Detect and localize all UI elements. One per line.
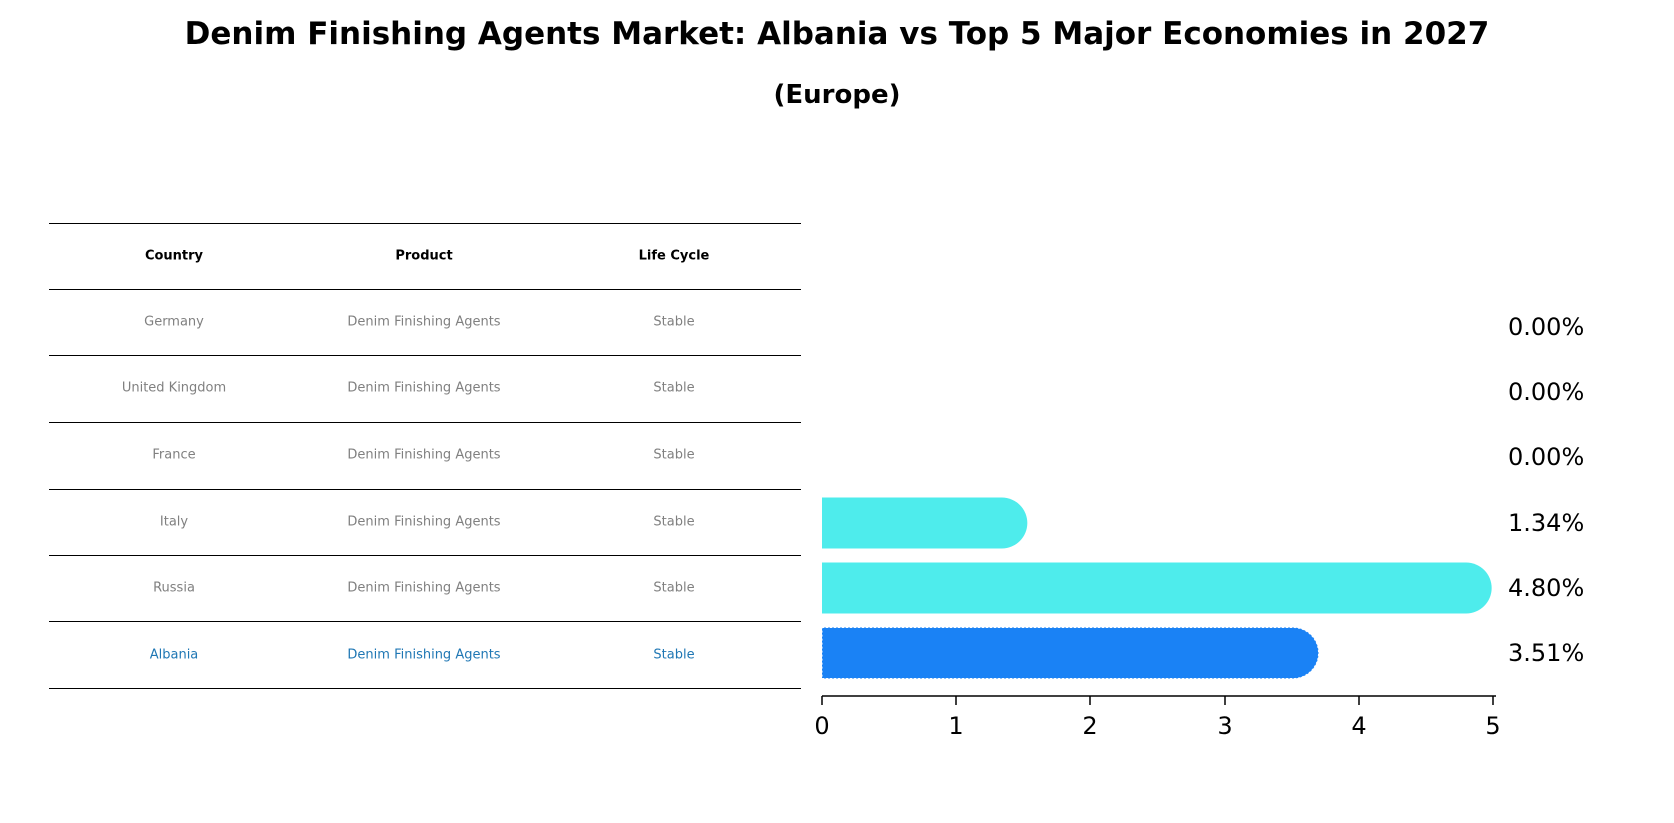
cell-life-cycle: Stable [653,580,695,596]
table-rule [49,422,801,423]
value-label: 0.00% [1508,378,1585,406]
table-rule [49,621,801,622]
table-rule [49,355,801,356]
cell-country: Albania [149,647,199,663]
cell-product: Denim Finishing Agents [347,580,501,596]
cell-product: Denim Finishing Agents [347,380,501,396]
value-label: 3.51% [1508,639,1585,667]
x-tick-label: 2 [1082,712,1098,740]
x-tick-label: 3 [1217,712,1233,740]
cell-life-cycle: Stable [653,514,695,530]
table-rule [49,223,801,224]
cell-life-cycle: Stable [653,314,695,330]
x-axis [821,695,1496,705]
bar-highlight-albania [821,627,1320,679]
bar-russia [822,562,1492,614]
chart-title: Denim Finishing Agents Market: Albania v… [184,16,1490,52]
cell-product: Denim Finishing Agents [347,647,501,663]
value-label: 0.00% [1508,313,1585,341]
x-tick-label: 1 [948,712,964,740]
x-tick-label: 5 [1485,712,1501,740]
bars-group [821,497,1492,679]
chart-subtitle: (Europe) [773,80,901,110]
header-life-cycle: Life Cycle [638,248,710,264]
cell-country: Germany [144,314,204,330]
cell-life-cycle: Stable [653,647,695,663]
bar-italy [822,497,1028,549]
value-label: 4.80% [1508,574,1585,602]
cell-product: Denim Finishing Agents [347,447,501,463]
table-rule [49,688,801,689]
cell-country: Russia [153,580,195,596]
cell-product: Denim Finishing Agents [347,514,501,530]
value-label: 1.34% [1508,509,1585,537]
header-country: Country [144,248,204,264]
cell-product: Denim Finishing Agents [347,314,501,330]
table-rule [49,555,801,556]
cell-life-cycle: Stable [653,380,695,396]
cell-country: Italy [159,514,189,530]
x-tick-label: 4 [1351,712,1367,740]
table-rule [49,489,801,490]
cell-life-cycle: Stable [653,447,695,463]
x-tick-label: 0 [814,712,830,740]
cell-country: United Kingdom [121,380,227,396]
table-rule [49,289,801,290]
header-product: Product [395,248,453,264]
value-label: 0.00% [1508,443,1585,471]
cell-country: France [152,447,196,463]
